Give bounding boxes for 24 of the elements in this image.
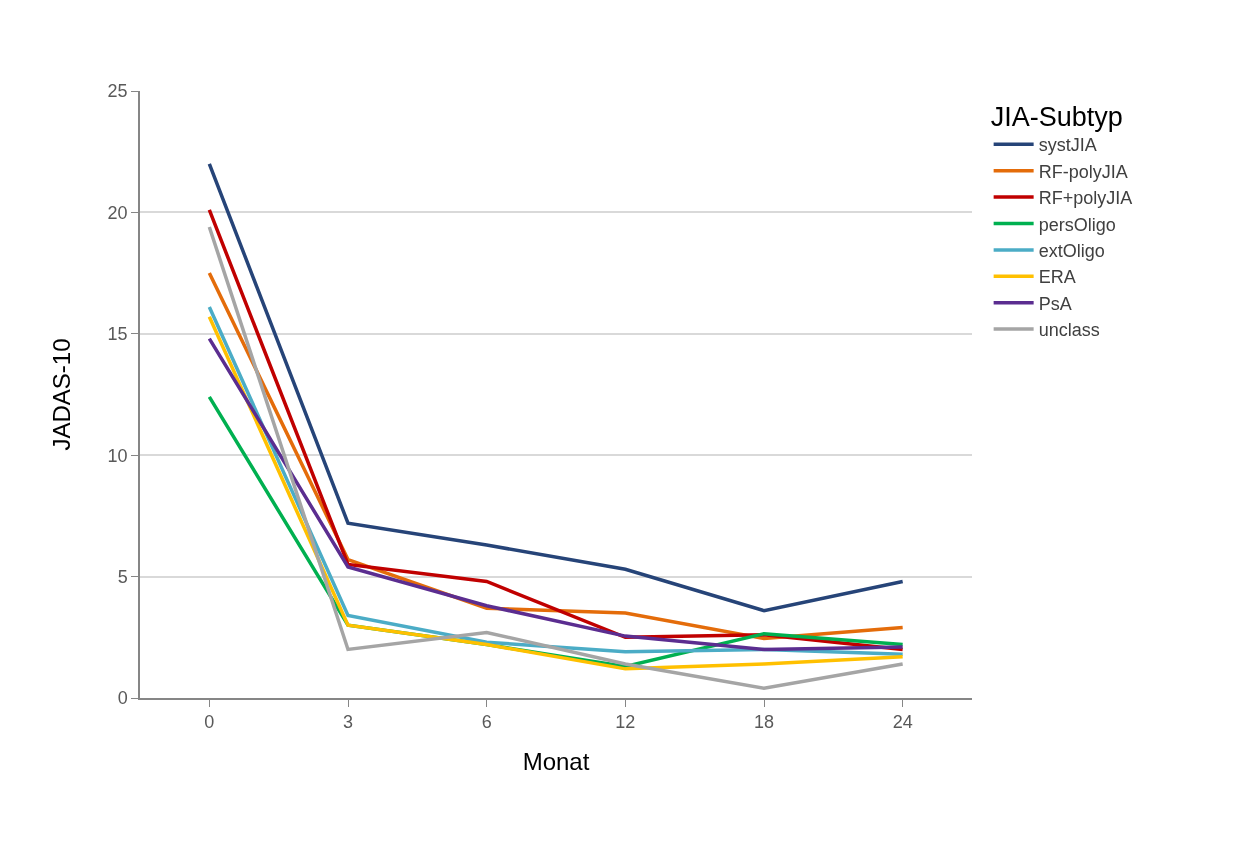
y-tick-label: 15 [107,324,128,345]
legend-label: ERA [1038,267,1076,288]
legend-label: RF+polyJIA [1038,188,1133,209]
x-tick-label: 3 [342,712,354,733]
line-series [207,162,905,613]
y-axis-title: JADAS-10 [48,338,76,451]
y-tick-label: 10 [107,445,128,466]
x-axis-title: Monat [522,748,590,776]
x-tick-label: 0 [204,712,215,733]
legend-label: systJIA [1038,135,1097,156]
y-tick-label: 0 [117,688,128,709]
legend-label: PsA [1038,293,1072,314]
legend-label: RF-polyJIA [1038,161,1128,182]
legend-title: JIA-Subtyp [990,102,1123,133]
x-tick-label: 12 [615,712,636,733]
x-tick-label: 6 [481,712,492,733]
legend-label: unclass [1038,320,1100,341]
x-tick-label: 24 [892,712,913,733]
legend-label: extOligo [1038,240,1105,261]
legend-label: persOligo [1038,214,1116,235]
y-tick-label: 25 [107,81,128,102]
y-tick-label: 20 [107,202,128,223]
y-tick-label: 5 [117,566,128,587]
x-tick-label: 18 [753,712,775,733]
